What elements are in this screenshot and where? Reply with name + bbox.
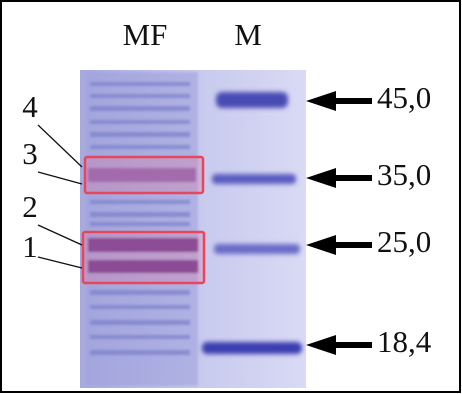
band-label: 3 [22,136,38,171]
highlight-box [85,157,203,193]
highlight-box [83,232,204,283]
page: MF M 4 3 2 1 45,0 35,0 25,0 18,4 (() => … [0,0,462,394]
marker-label: 45,0 [377,80,431,115]
mf-lane-bands [86,72,198,386]
marker-label: 35,0 [377,157,431,192]
marker-label: 25,0 [377,224,431,259]
marker-label: 18,4 [377,324,432,359]
band-label: 2 [22,189,38,224]
lane-label: M [234,17,262,52]
figure: MF M 4 3 2 1 45,0 35,0 25,0 18,4 [0,0,462,394]
band-label: 4 [22,89,38,124]
band-label: 1 [22,229,38,264]
lane-label: MF [123,17,168,52]
